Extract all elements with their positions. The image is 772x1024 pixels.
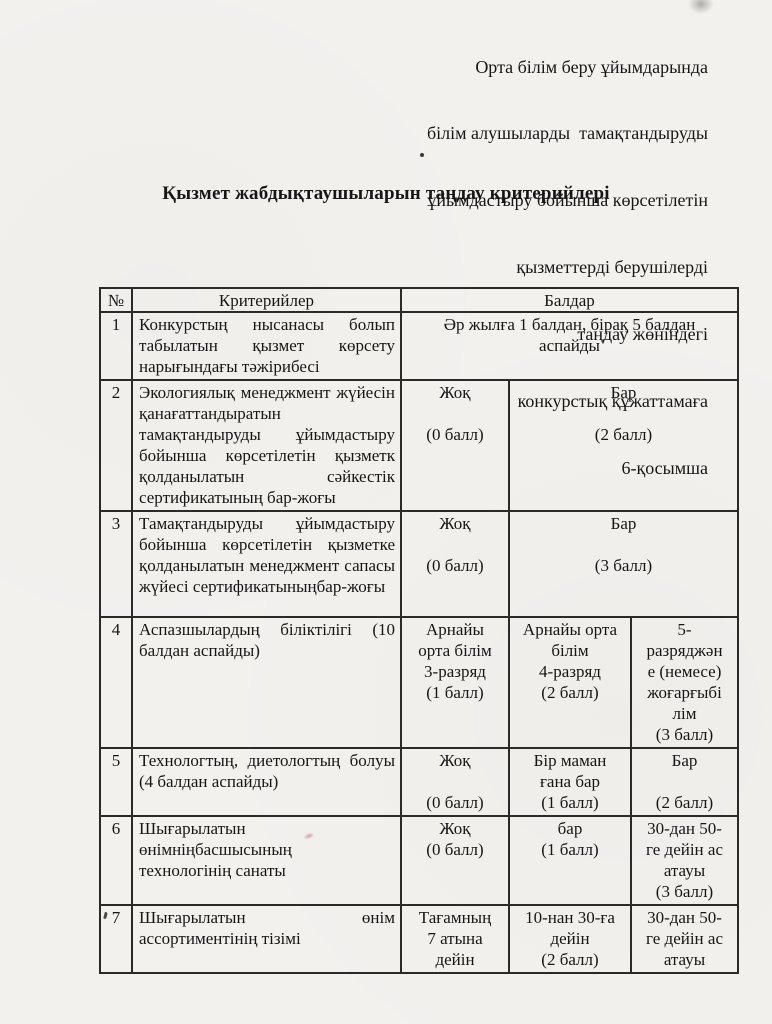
table-row: 4 Аспазшылардың біліктілігі (10 балдан ас… [99,616,739,749]
row-number: 7 [99,904,133,974]
row-number: 5 [99,747,133,817]
table-row: 7 Шығарылатын өнім ассортиментінің тізімі… [99,904,739,974]
row-number: 1 [99,311,133,381]
score-cell: Бір маман ғана бар (1 балл) [508,747,632,817]
criteria-cell: Тамақтандыруды ұйымдастыру бойынша көрсе… [131,510,402,618]
score-cell: Тағамның 7 атына дейін [400,904,510,974]
criteria-cell: Технологтың, диетологтың болуы (4 балдан… [131,747,402,817]
criteria-table: № Критерийлер Балдар 1 Конкурстың нысанас… [99,287,739,974]
score-cell: Жоқ (0 балл) [400,815,510,906]
table-row: 5 Технологтың, диетологтың болуы (4 балда… [99,747,739,817]
score-cell: 30-дан 50- ге дейін ас атауы (3 балл) [630,815,739,906]
score-cell: 5- разряджән е (немесе) жоғарғыбі лім (3… [630,616,739,749]
score-cell: бар (1 балл) [508,815,632,906]
score-cell: Арнайы орта білім 4-разряд (2 балл) [508,616,632,749]
score-cell: Жоқ (0 балл) [400,510,510,618]
row-number: 2 [99,379,133,512]
row-number: 3 [99,510,133,618]
score-cell: Арнайы орта білім 3-разряд (1 балл) [400,616,510,749]
column-header-no: № [99,287,133,313]
score-cell: Бар (3 балл) [508,510,739,618]
column-header-criteria: Критерийлер [131,287,402,313]
row-number: 6 [99,815,133,906]
criteria-cell: Шығарылатын өнім ассортиментінің тізімі [131,904,402,974]
score-cell: 30-дан 50- ге дейін ас атауы [630,904,739,974]
score-cell: Жоқ (0 балл) [400,379,510,512]
row-number: 4 [99,616,133,749]
criteria-cell: Аспазшылардың біліктілігі (10 балдан асп… [131,616,402,749]
header-line: Орта білім беру ұйымдарында [475,56,708,77]
criteria-cell: Шығарылатын өнімніңбасшысының технологін… [131,815,402,906]
criteria-cell: Конкурстың нысанасы болып табылатын қызм… [131,311,402,381]
header-line: қызметтерді берушілерді [516,257,708,278]
score-cell: Әр жылға 1 балдан, бірақ 5 балдан аспайд… [400,311,739,381]
header-line: ұйымдастыру бойынша көрсетілетін [427,190,708,211]
table-row: 1 Конкурстың нысанасы болып табылатын қыз… [99,311,739,381]
table-row: 6 Шығарылатын өнімніңбасшысының технологі… [99,815,739,906]
header-line: білім алушыларды тамақтандыруды [426,123,708,144]
score-cell: Бар (2 балл) [508,379,739,512]
score-cell: Бар (2 балл) [630,747,739,817]
column-header-points: Балдар [400,287,739,313]
scan-artifact-dot [420,153,424,157]
table-header-row: № Критерийлер Балдар [99,287,739,313]
score-cell: 10-нан 30-ға дейін (2 балл) [508,904,632,974]
criteria-cell: Экологиялық менеджмент жүйесін қанағатта… [131,379,402,512]
page-title: Қызмет жабдықтаушыларын таңдау критерийл… [162,183,610,204]
table-row: 3 Тамақтандыруды ұйымдастыру бойынша көрс… [99,510,739,618]
score-cell: Жоқ (0 балл) [400,747,510,817]
table-row: 2 Экологиялық менеджмент жүйесін қанағатт… [99,379,739,512]
